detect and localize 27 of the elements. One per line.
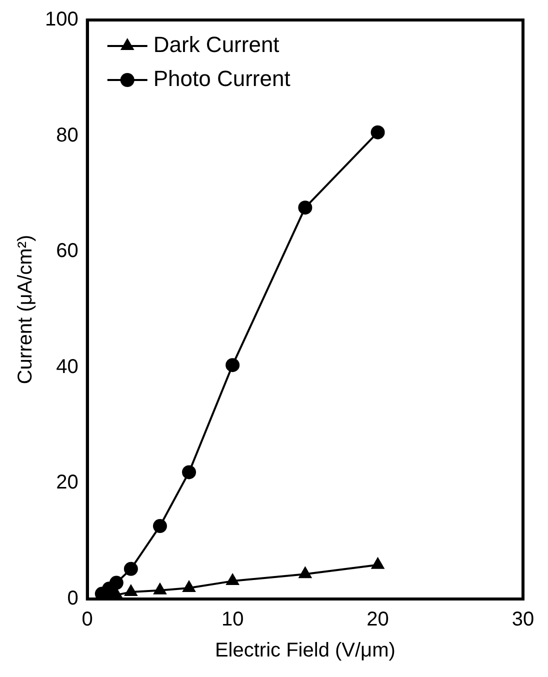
- point: [298, 200, 312, 215]
- x-axis-title: Electric Field (V/μm): [214, 640, 396, 662]
- x-tick-label: 20: [366, 608, 389, 631]
- point: [153, 582, 167, 594]
- y-tick-label: 100: [44, 8, 78, 31]
- x-tick-label: 30: [512, 608, 534, 631]
- point: [124, 562, 138, 576]
- point: [124, 584, 138, 596]
- y-tick-label: 0: [67, 588, 78, 610]
- point: [152, 519, 167, 534]
- y-tick-label: 20: [56, 472, 78, 494]
- point: [226, 358, 240, 372]
- y-tick-label: 80: [56, 124, 78, 146]
- x-tick-label: 10: [221, 608, 244, 631]
- x-tick-label: 0: [82, 608, 93, 631]
- point: [182, 580, 196, 592]
- point: [298, 566, 312, 578]
- legend-label: Photo Current: [153, 66, 290, 92]
- y-tick-label: 60: [56, 240, 78, 262]
- point: [370, 556, 385, 569]
- legend-label: Dark Current: [153, 32, 280, 58]
- point: [109, 576, 124, 590]
- y-tick-label: 40: [56, 356, 78, 378]
- point: [226, 573, 240, 586]
- y-axis-title: Current (μA/cm²): [14, 234, 37, 384]
- point: [182, 465, 196, 480]
- point: [370, 125, 385, 140]
